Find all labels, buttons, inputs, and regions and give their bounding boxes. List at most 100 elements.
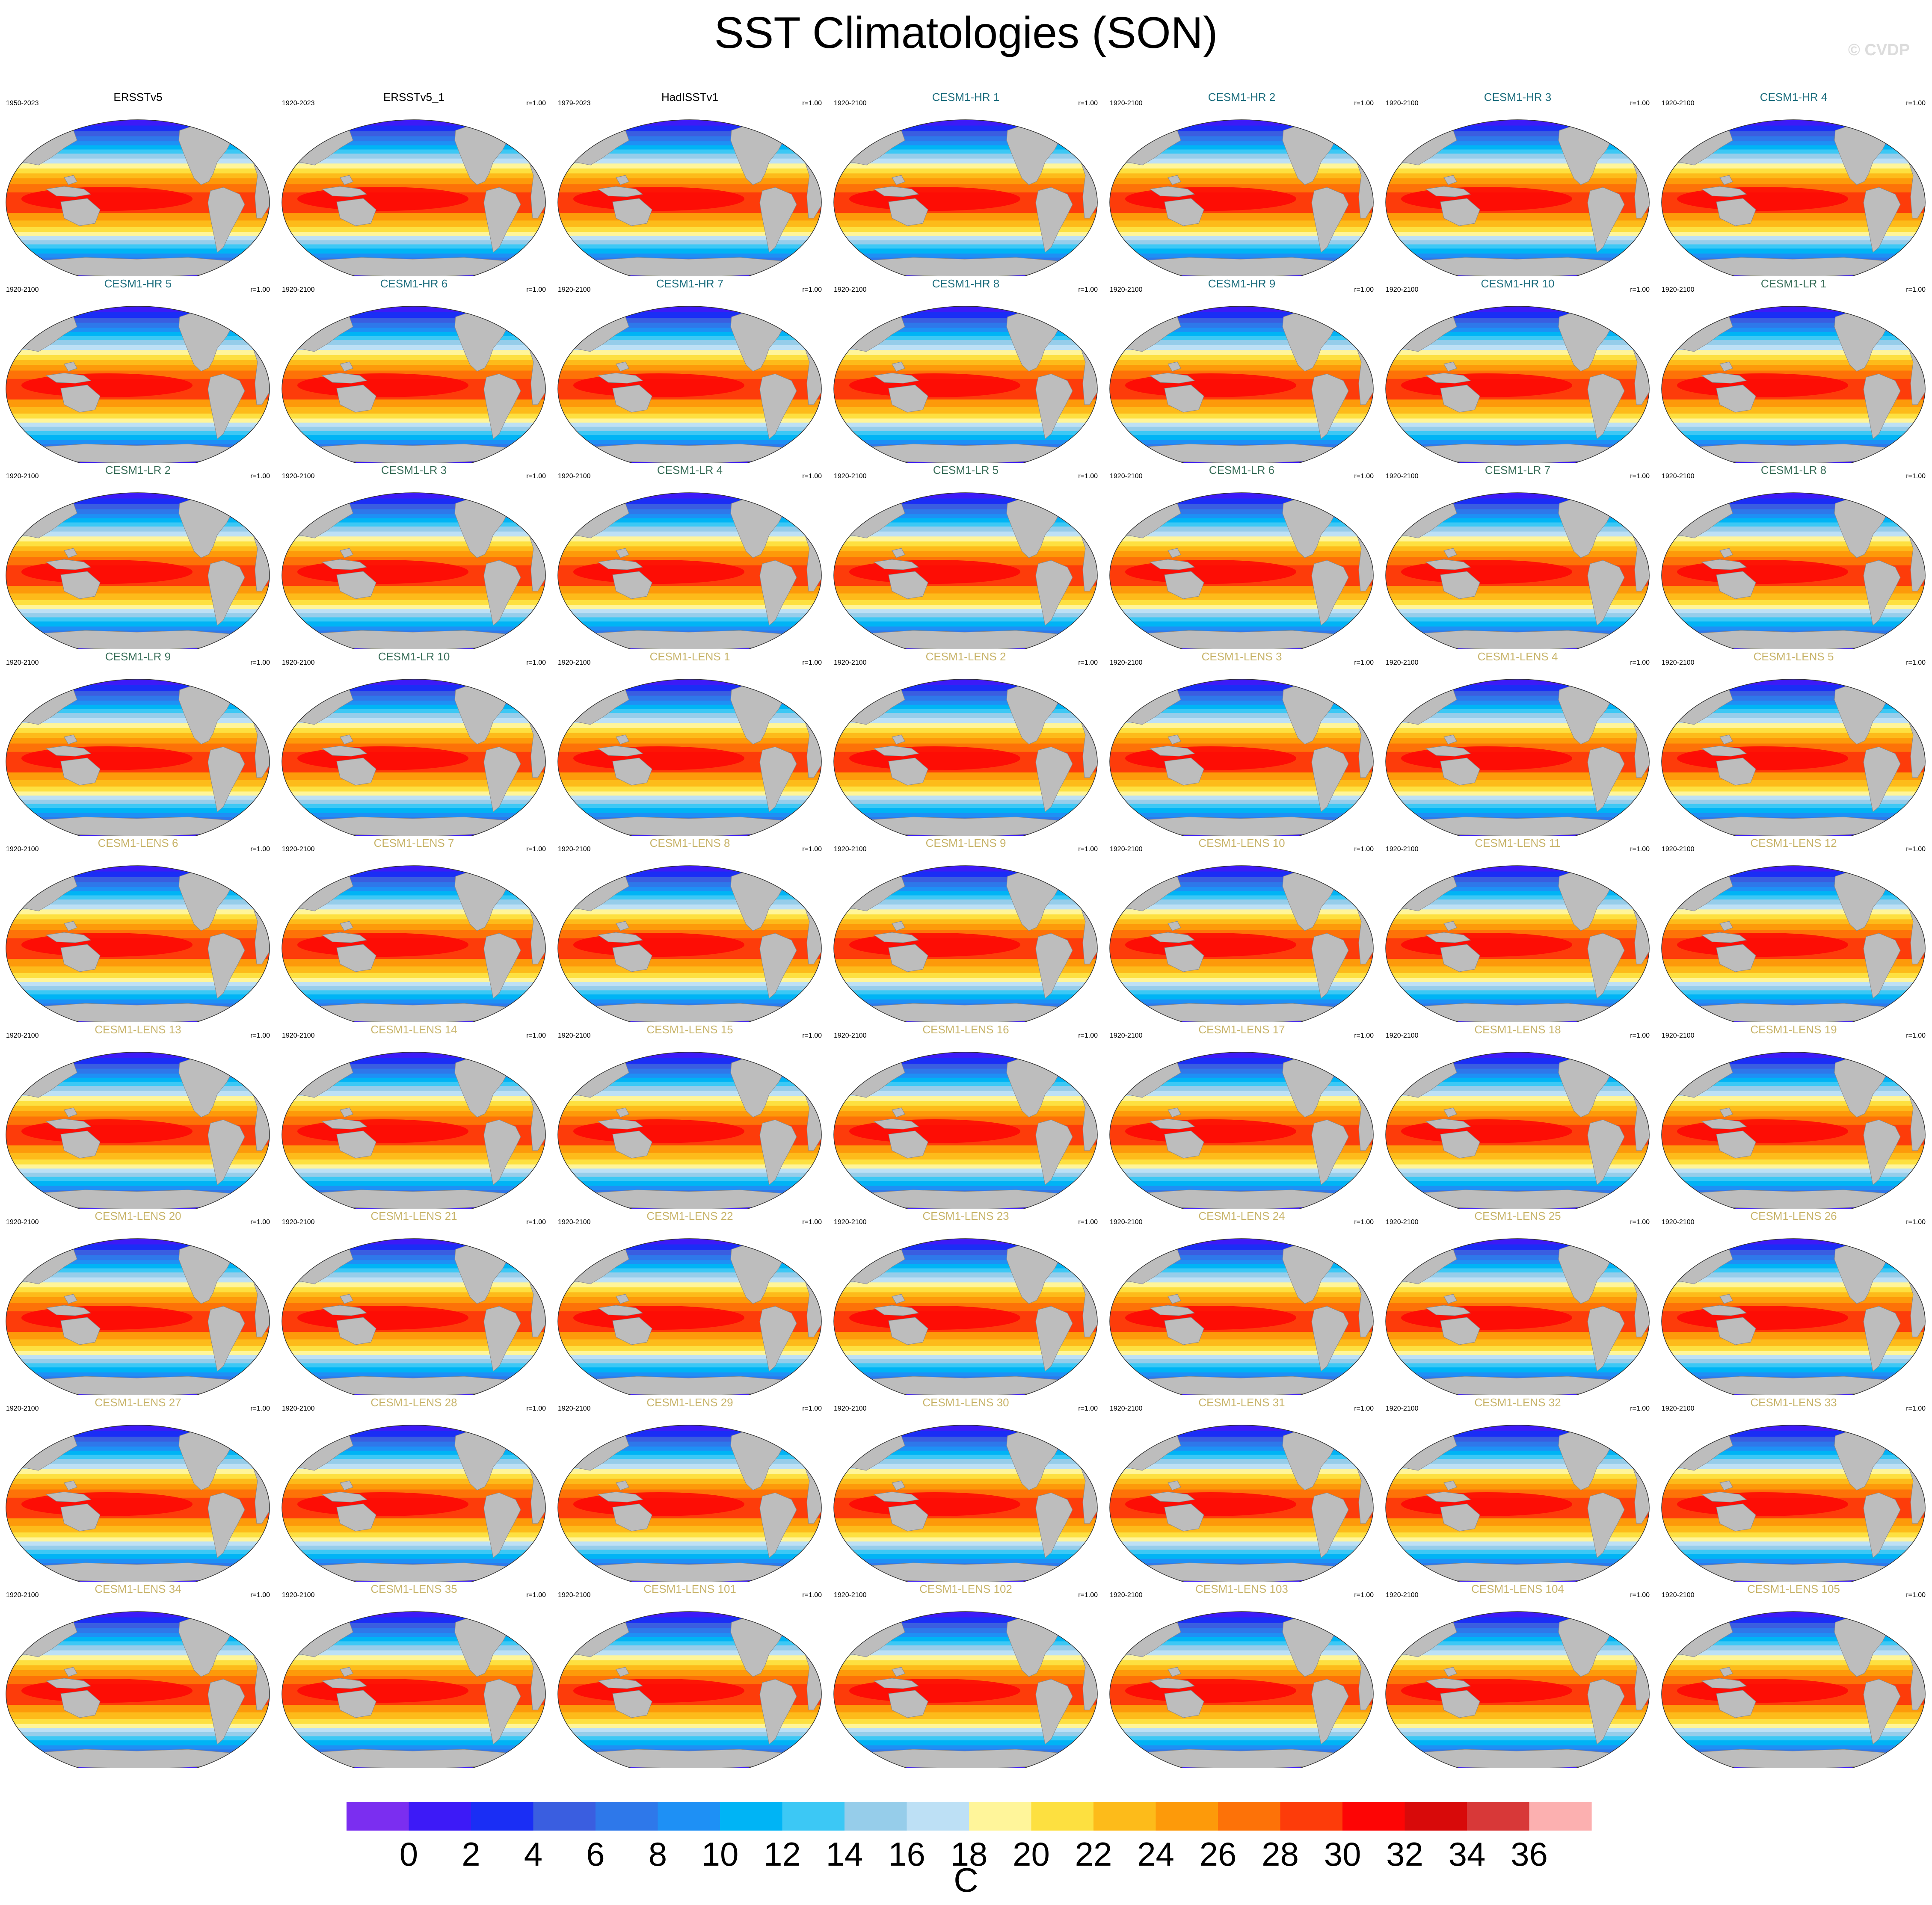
panel-title: CESM1-LENS 101 bbox=[643, 1583, 736, 1595]
map-panel: CESM1-HR 6 1920-2100 r=1.00 bbox=[276, 276, 552, 463]
sst-map bbox=[6, 119, 270, 276]
map-panel: CESM1-LENS 10 1920-2100 r=1.00 bbox=[1104, 836, 1380, 1022]
panel-pattern-correlation: r=1.00 bbox=[1630, 659, 1650, 666]
map-panel: CESM1-HR 2 1920-2100 r=1.00 bbox=[1104, 90, 1380, 276]
panel-years: 1920-2100 bbox=[1110, 286, 1143, 293]
panel-title: CESM1-LENS 26 bbox=[1750, 1210, 1837, 1222]
sst-map bbox=[282, 1052, 546, 1209]
panel-title: CESM1-LENS 10 bbox=[1198, 837, 1285, 849]
map-panel: CESM1-LENS 22 1920-2100 r=1.00 bbox=[552, 1209, 828, 1395]
panel-pattern-correlation: r=1.00 bbox=[1630, 846, 1650, 853]
sst-map bbox=[6, 306, 270, 463]
panel-title: CESM1-LENS 29 bbox=[646, 1396, 733, 1409]
map-panel: CESM1-LENS 101 1920-2100 r=1.00 bbox=[552, 1582, 828, 1768]
panel-pattern-correlation: r=1.00 bbox=[802, 1591, 822, 1599]
sst-map bbox=[282, 492, 546, 649]
sst-map bbox=[557, 119, 822, 276]
map-panel: CESM1-LENS 29 1920-2100 r=1.00 bbox=[552, 1395, 828, 1582]
map-panel: CESM1-LENS 32 1920-2100 r=1.00 bbox=[1380, 1395, 1656, 1582]
sst-map bbox=[282, 1425, 546, 1582]
panel-years: 1920-2100 bbox=[282, 1591, 315, 1599]
sst-map bbox=[557, 1238, 822, 1395]
map-panel: CESM1-LENS 24 1920-2100 r=1.00 bbox=[1104, 1209, 1380, 1395]
panel-title: CESM1-LENS 24 bbox=[1198, 1210, 1285, 1222]
panel-title: CESM1-LR 6 bbox=[1209, 464, 1275, 476]
panel-years: 1920-2100 bbox=[1662, 473, 1695, 480]
panel-pattern-correlation: r=1.00 bbox=[1354, 1032, 1374, 1039]
panel-title: CESM1-LR 9 bbox=[105, 650, 171, 663]
panel-title: CESM1-LENS 9 bbox=[925, 837, 1006, 849]
panel-years: 1920-2100 bbox=[1662, 1591, 1695, 1599]
map-panel: CESM1-HR 7 1920-2100 r=1.00 bbox=[552, 276, 828, 463]
panel-years: 1920-2100 bbox=[6, 1032, 39, 1039]
panel-years: 1920-2100 bbox=[282, 1032, 315, 1039]
map-panel: HadISSTv1 1979-2023 r=1.00 bbox=[552, 90, 828, 276]
panel-title: CESM1-LENS 22 bbox=[646, 1210, 733, 1222]
panel-pattern-correlation: r=1.00 bbox=[1078, 1032, 1098, 1039]
sst-map bbox=[1109, 119, 1374, 276]
panel-title: CESM1-LENS 27 bbox=[95, 1396, 181, 1409]
panel-pattern-correlation: r=1.00 bbox=[250, 1032, 270, 1039]
map-panel: CESM1-LENS 3 1920-2100 r=1.00 bbox=[1104, 649, 1380, 836]
panel-pattern-correlation: r=1.00 bbox=[526, 473, 546, 480]
panel-years: 1920-2100 bbox=[558, 846, 591, 853]
panel-years: 1920-2100 bbox=[6, 1591, 39, 1599]
sst-map bbox=[1385, 306, 1650, 463]
panel-title: CESM1-HR 10 bbox=[1481, 277, 1555, 290]
map-panel: CESM1-HR 9 1920-2100 r=1.00 bbox=[1104, 276, 1380, 463]
map-panel: CESM1-HR 5 1920-2100 r=1.00 bbox=[0, 276, 276, 463]
sst-map bbox=[6, 1238, 270, 1395]
map-panel: CESM1-LR 2 1920-2100 r=1.00 bbox=[0, 463, 276, 649]
panel-title: CESM1-LENS 1 bbox=[649, 650, 730, 663]
panel-title: CESM1-LENS 14 bbox=[370, 1023, 457, 1036]
watermark-text: © CVDP bbox=[1848, 41, 1910, 59]
panel-pattern-correlation: r=1.00 bbox=[1630, 1405, 1650, 1412]
panel-title: CESM1-LENS 6 bbox=[98, 837, 178, 849]
sst-map bbox=[1385, 1238, 1650, 1395]
map-panel: CESM1-LENS 28 1920-2100 r=1.00 bbox=[276, 1395, 552, 1582]
sst-map bbox=[1385, 679, 1650, 836]
panel-title: CESM1-HR 1 bbox=[932, 91, 1000, 104]
sst-map bbox=[6, 492, 270, 649]
panel-pattern-correlation: r=1.00 bbox=[802, 286, 822, 293]
map-panel: CESM1-LENS 33 1920-2100 r=1.00 bbox=[1656, 1395, 1932, 1582]
map-panel: CESM1-LR 4 1920-2100 r=1.00 bbox=[552, 463, 828, 649]
panel-years: 1920-2100 bbox=[834, 473, 867, 480]
panel-years: 1920-2100 bbox=[1386, 659, 1419, 666]
panel-title: CESM1-LR 2 bbox=[105, 464, 171, 476]
panel-years: 1920-2100 bbox=[834, 1591, 867, 1599]
panel-title: CESM1-LENS 13 bbox=[95, 1023, 181, 1036]
panel-title: CESM1-LENS 28 bbox=[370, 1396, 457, 1409]
sst-map bbox=[557, 1052, 822, 1209]
panel-years: 1920-2100 bbox=[6, 286, 39, 293]
panel-pattern-correlation: r=1.00 bbox=[1078, 659, 1098, 666]
panel-years: 1920-2100 bbox=[1386, 1219, 1419, 1226]
panel-title: CESM1-LENS 11 bbox=[1475, 837, 1561, 849]
panel-title: CESM1-HR 5 bbox=[104, 277, 172, 290]
panel-pattern-correlation: r=1.00 bbox=[1078, 100, 1098, 107]
panel-pattern-correlation: r=1.00 bbox=[1906, 1032, 1926, 1039]
panel-title: CESM1-LENS 17 bbox=[1198, 1023, 1285, 1036]
panel-title: CESM1-LR 5 bbox=[933, 464, 999, 476]
panel-pattern-correlation: r=1.00 bbox=[250, 846, 270, 853]
panel-title: CESM1-LENS 35 bbox=[370, 1583, 457, 1595]
map-panel: CESM1-LR 8 1920-2100 r=1.00 bbox=[1656, 463, 1932, 649]
map-panel: CESM1-LENS 1 1920-2100 r=1.00 bbox=[552, 649, 828, 836]
map-panel: CESM1-LR 3 1920-2100 r=1.00 bbox=[276, 463, 552, 649]
panel-title: CESM1-LENS 15 bbox=[646, 1023, 733, 1036]
map-panel: CESM1-LENS 17 1920-2100 r=1.00 bbox=[1104, 1022, 1380, 1209]
page-title: SST Climatologies (SON) bbox=[714, 8, 1218, 58]
map-panel: CESM1-LR 7 1920-2100 r=1.00 bbox=[1380, 463, 1656, 649]
panel-years: 1920-2100 bbox=[1662, 1032, 1695, 1039]
sst-map bbox=[833, 1052, 1098, 1209]
map-panel: CESM1-LENS 25 1920-2100 r=1.00 bbox=[1380, 1209, 1656, 1395]
panel-title: CESM1-LENS 23 bbox=[922, 1210, 1009, 1222]
panel-pattern-correlation: r=1.00 bbox=[1354, 659, 1374, 666]
sst-map bbox=[1661, 492, 1926, 649]
panel-title: CESM1-LENS 25 bbox=[1474, 1210, 1561, 1222]
panel-years: 1920-2100 bbox=[1110, 659, 1143, 666]
panel-title: CESM1-LENS 103 bbox=[1195, 1583, 1288, 1595]
panel-title: CESM1-LENS 18 bbox=[1474, 1023, 1561, 1036]
sst-map bbox=[6, 865, 270, 1022]
